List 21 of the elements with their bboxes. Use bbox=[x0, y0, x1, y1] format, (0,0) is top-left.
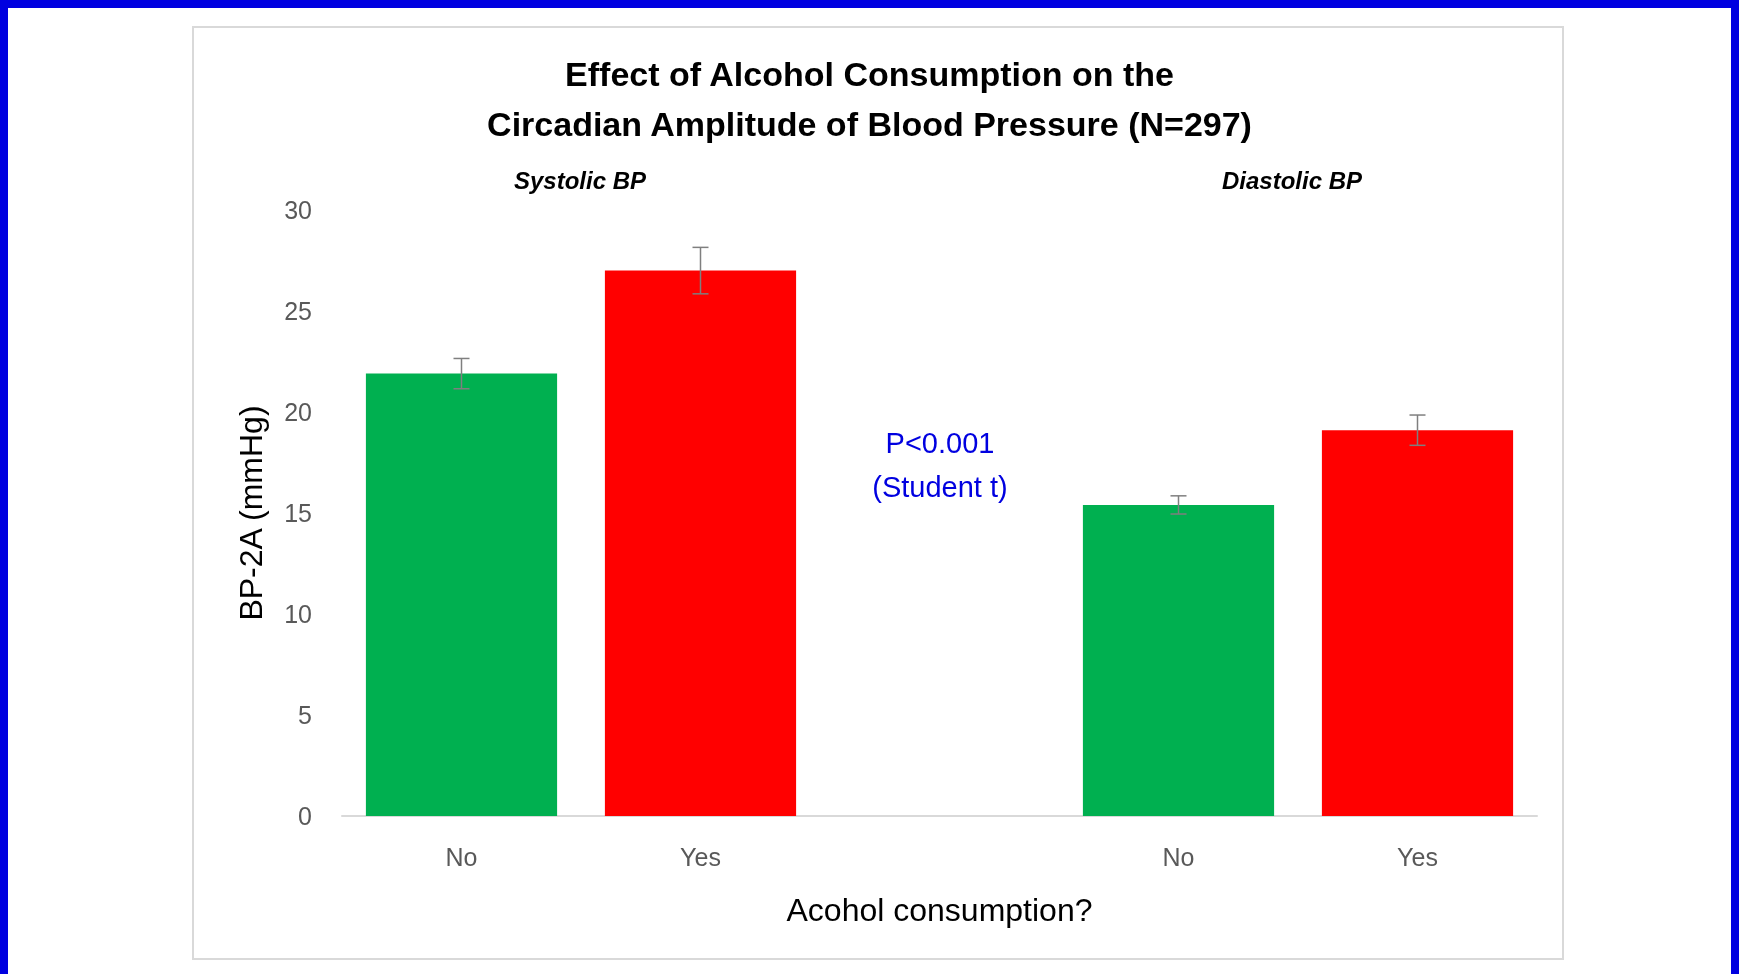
y-tick-label: 10 bbox=[284, 600, 312, 628]
bar bbox=[1082, 504, 1275, 816]
x-tick-label: No bbox=[1162, 842, 1195, 871]
y-axis-title: BP-2A (mmHg) bbox=[233, 405, 269, 621]
x-tick-label: No bbox=[445, 842, 478, 871]
x-tick-label: Yes bbox=[680, 842, 721, 871]
chart-title: Effect of Alcohol Consumption on the Circadian Amplitude of Blood Pressure (N=297) bbox=[487, 55, 1252, 143]
bar bbox=[604, 270, 797, 816]
x-tick-label: Yes bbox=[1397, 842, 1438, 871]
bar bbox=[365, 373, 558, 816]
text: Systolic BP bbox=[513, 166, 648, 194]
y-tick-label: 5 bbox=[298, 701, 312, 729]
y-tick-label: 15 bbox=[284, 499, 312, 527]
y-tick-label: 0 bbox=[298, 802, 312, 830]
text: Diastolic BP bbox=[1221, 166, 1364, 194]
x-axis-title: Acohol consumption? bbox=[786, 892, 1093, 928]
annotation: P<0.001 (Student t) bbox=[872, 427, 1008, 503]
y-tick-label: 30 bbox=[284, 196, 312, 224]
bar bbox=[1321, 430, 1514, 816]
y-tick-label: 20 bbox=[284, 398, 312, 426]
y-tick-label: 25 bbox=[284, 297, 312, 325]
